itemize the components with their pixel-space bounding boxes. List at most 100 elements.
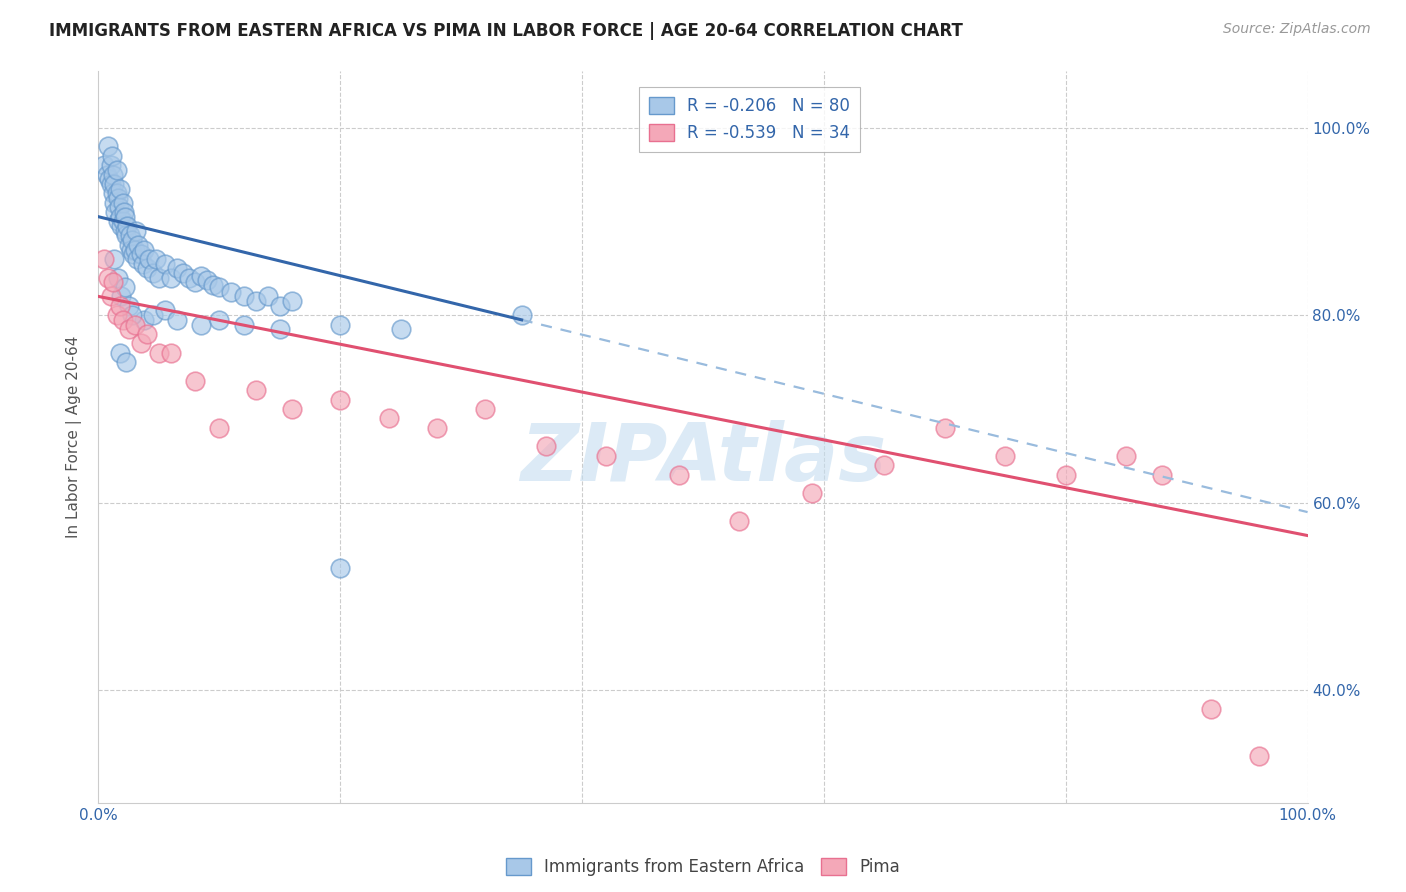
Point xyxy=(127,237,149,252)
Point xyxy=(104,205,127,219)
Point xyxy=(105,186,128,201)
Point xyxy=(100,177,122,191)
Point xyxy=(1152,467,1174,482)
Point xyxy=(534,440,557,454)
Point xyxy=(101,276,124,290)
Point xyxy=(101,186,124,201)
Point xyxy=(994,449,1017,463)
Point xyxy=(256,289,278,303)
Point xyxy=(114,210,136,224)
Point xyxy=(122,247,145,261)
Point xyxy=(153,303,176,318)
Point xyxy=(111,214,134,228)
Point xyxy=(121,233,143,247)
Point xyxy=(934,420,956,434)
Point xyxy=(107,270,129,285)
Point xyxy=(114,280,136,294)
Point xyxy=(208,420,231,434)
Point xyxy=(202,278,225,293)
Point xyxy=(138,252,160,266)
Point xyxy=(121,308,143,322)
Point xyxy=(208,313,231,327)
Point xyxy=(179,270,201,285)
Point xyxy=(145,252,167,266)
Point xyxy=(118,299,141,313)
Point xyxy=(118,237,141,252)
Point xyxy=(1054,467,1077,482)
Point xyxy=(190,318,212,332)
Point xyxy=(873,458,896,473)
Point xyxy=(118,322,141,336)
Point xyxy=(1199,702,1222,716)
Point xyxy=(510,308,533,322)
Point xyxy=(148,345,170,359)
Point xyxy=(98,172,121,186)
Point xyxy=(118,228,141,243)
Point xyxy=(108,210,131,224)
Point xyxy=(208,280,231,294)
Point xyxy=(245,383,267,397)
Point xyxy=(160,345,183,359)
Point xyxy=(389,322,412,336)
Point xyxy=(107,214,129,228)
Point xyxy=(127,252,149,266)
Point xyxy=(129,247,152,261)
Point xyxy=(134,313,156,327)
Y-axis label: In Labor Force | Age 20-64: In Labor Force | Age 20-64 xyxy=(66,336,83,538)
Point xyxy=(124,318,146,332)
Text: Source: ZipAtlas.com: Source: ZipAtlas.com xyxy=(1223,22,1371,37)
Point xyxy=(114,224,136,238)
Point xyxy=(668,467,690,482)
Point xyxy=(221,285,243,299)
Point xyxy=(245,294,267,309)
Point xyxy=(232,289,254,303)
Point xyxy=(134,243,156,257)
Point xyxy=(195,272,218,286)
Point xyxy=(728,515,751,529)
Point xyxy=(111,313,134,327)
Point xyxy=(595,449,617,463)
Point xyxy=(108,200,131,214)
Point xyxy=(120,243,142,257)
Text: IMMIGRANTS FROM EASTERN AFRICA VS PIMA IN LABOR FORCE | AGE 20-64 CORRELATION CH: IMMIGRANTS FROM EASTERN AFRICA VS PIMA I… xyxy=(49,22,963,40)
Point xyxy=(108,181,131,195)
Point xyxy=(190,268,212,283)
Point xyxy=(107,191,129,205)
Point xyxy=(132,257,155,271)
Point xyxy=(100,158,122,172)
Point xyxy=(110,219,132,233)
Point xyxy=(148,270,170,285)
Point xyxy=(153,257,176,271)
Point xyxy=(108,299,131,313)
Point xyxy=(142,308,165,322)
Point xyxy=(281,401,304,416)
Point xyxy=(100,149,122,163)
Point xyxy=(142,266,165,280)
Point xyxy=(135,326,157,341)
Point xyxy=(112,205,135,219)
Point xyxy=(97,139,120,153)
Point xyxy=(93,252,115,266)
Point xyxy=(129,336,152,351)
Point xyxy=(329,561,352,575)
Point xyxy=(124,243,146,257)
Point xyxy=(426,420,449,434)
Point xyxy=(172,266,194,280)
Point xyxy=(184,374,207,388)
Point xyxy=(474,401,496,416)
Point xyxy=(115,355,138,369)
Point xyxy=(184,276,207,290)
Point xyxy=(105,162,128,177)
Point xyxy=(103,177,125,191)
Text: ZIPAtlas: ZIPAtlas xyxy=(520,420,886,498)
Point xyxy=(166,261,188,276)
Point xyxy=(100,289,122,303)
Point xyxy=(103,252,125,266)
Point xyxy=(108,345,131,359)
Point xyxy=(135,261,157,276)
Point xyxy=(110,289,132,303)
Point xyxy=(281,294,304,309)
Point xyxy=(103,195,125,210)
Point xyxy=(377,411,399,425)
Point xyxy=(125,224,148,238)
